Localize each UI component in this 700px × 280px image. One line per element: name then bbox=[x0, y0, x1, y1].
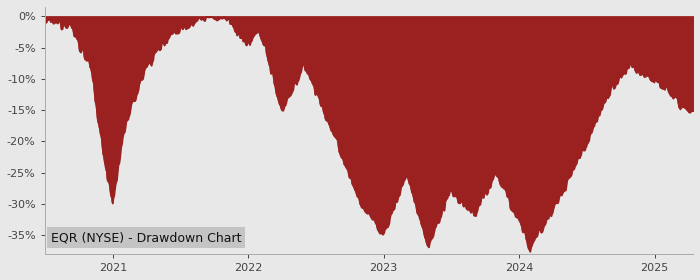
Text: EQR (NYSE) - Drawdown Chart: EQR (NYSE) - Drawdown Chart bbox=[51, 231, 241, 244]
